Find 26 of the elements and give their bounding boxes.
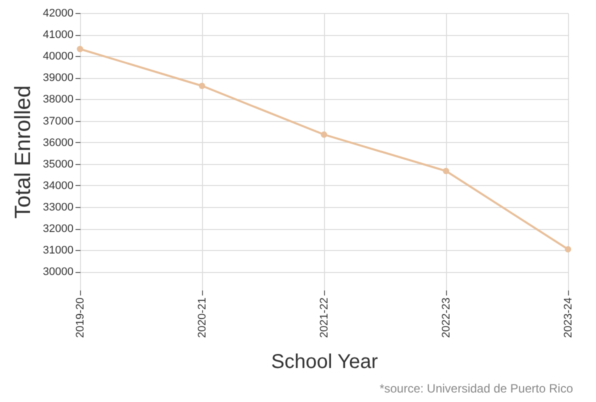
- y-tick-label: 38000: [42, 94, 74, 106]
- point: [198, 82, 206, 90]
- y-tick-label: 35000: [42, 158, 74, 170]
- y-tick-label: 33000: [42, 202, 74, 214]
- y-tick-label: 37000: [42, 115, 74, 128]
- x-tick-label: 2020-21: [196, 298, 208, 338]
- y-axis-title: Total Enrolled: [10, 85, 35, 219]
- x-axis-title: School Year: [271, 350, 378, 373]
- x-tick-label: 2022-23: [440, 298, 452, 338]
- x-tick-label: 2021-22: [318, 298, 330, 338]
- y-tick-label: 40000: [42, 50, 74, 63]
- point: [564, 246, 572, 252]
- x-tick-label: 2023-24: [562, 298, 574, 338]
- text: *source: Universidad de Puerto Rico: [380, 381, 574, 396]
- y-tick-label: 31000: [42, 244, 74, 257]
- y-tick-label: 42000: [42, 8, 74, 20]
- y-tick-label: 39000: [42, 72, 74, 84]
- y-tick-label: 41000: [42, 29, 74, 42]
- y-tick-label: 34000: [42, 180, 74, 192]
- y-tick-label: 30000: [42, 266, 74, 278]
- point: [76, 46, 84, 52]
- y-tick-label: 32000: [42, 223, 74, 236]
- y-tick-label: 36000: [42, 136, 74, 149]
- x-tick-label: 2019-20: [74, 298, 86, 338]
- point: [442, 168, 450, 174]
- point: [320, 131, 328, 138]
